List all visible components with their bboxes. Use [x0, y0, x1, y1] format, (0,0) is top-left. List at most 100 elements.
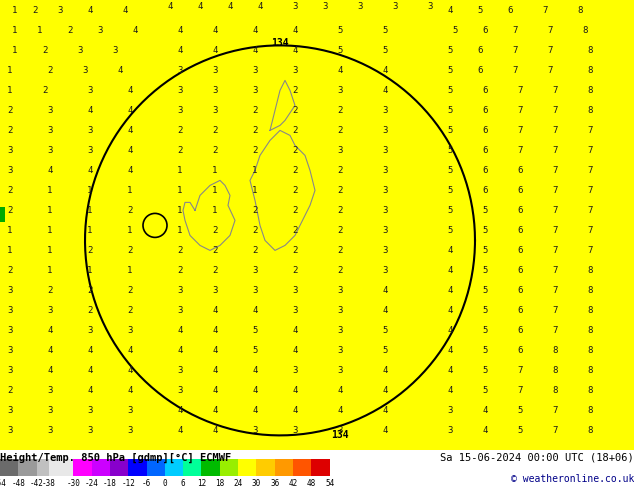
Text: 3: 3: [82, 66, 87, 75]
Text: 1: 1: [8, 66, 13, 75]
Text: 54: 54: [325, 479, 334, 488]
Text: 4: 4: [252, 46, 257, 55]
Text: 3: 3: [392, 2, 398, 11]
Text: 3: 3: [448, 426, 453, 435]
Text: 18: 18: [215, 479, 224, 488]
Text: 2: 2: [127, 306, 133, 315]
Text: 3: 3: [337, 326, 343, 335]
Text: 7: 7: [512, 66, 518, 75]
Text: 4: 4: [87, 346, 93, 355]
Text: 8: 8: [587, 346, 593, 355]
Text: 5: 5: [337, 26, 343, 35]
Text: 3: 3: [292, 366, 298, 375]
Text: 8: 8: [582, 26, 588, 35]
Text: 7: 7: [517, 146, 522, 155]
Text: 4: 4: [252, 26, 257, 35]
Text: 8: 8: [587, 86, 593, 95]
Text: 6: 6: [482, 106, 488, 115]
Text: 6: 6: [181, 479, 186, 488]
Text: 2: 2: [252, 206, 257, 215]
Text: 4: 4: [448, 306, 453, 315]
Text: 1: 1: [12, 46, 18, 55]
Text: 5: 5: [482, 326, 488, 335]
Text: 3: 3: [322, 2, 328, 11]
Text: 5: 5: [517, 406, 522, 415]
Text: 1: 1: [48, 266, 53, 275]
Bar: [220, 459, 238, 476]
Text: 7: 7: [547, 66, 553, 75]
Text: 4: 4: [178, 326, 183, 335]
Text: 2: 2: [32, 6, 37, 15]
Text: 6: 6: [507, 6, 513, 15]
Text: 2: 2: [8, 186, 13, 195]
Text: 5: 5: [477, 6, 482, 15]
Text: 2: 2: [8, 206, 13, 215]
Text: 4: 4: [482, 426, 488, 435]
Text: 7: 7: [587, 186, 593, 195]
Text: 1: 1: [127, 186, 133, 195]
Text: 3: 3: [337, 366, 343, 375]
Text: 7: 7: [547, 46, 553, 55]
Text: 4: 4: [252, 306, 257, 315]
Text: 5: 5: [482, 386, 488, 395]
Text: 2: 2: [337, 106, 343, 115]
Bar: [165, 459, 183, 476]
Text: 4: 4: [178, 346, 183, 355]
Bar: [0, 207, 5, 222]
Text: 134: 134: [331, 430, 349, 441]
Bar: [74, 459, 91, 476]
Text: 3: 3: [212, 66, 217, 75]
Text: 4: 4: [448, 246, 453, 255]
Text: 1: 1: [252, 186, 257, 195]
Text: 1: 1: [8, 246, 13, 255]
Text: 4: 4: [337, 406, 343, 415]
Text: 4: 4: [337, 66, 343, 75]
Text: 7: 7: [552, 186, 558, 195]
Text: 4: 4: [87, 106, 93, 115]
Text: 3: 3: [358, 2, 363, 11]
Text: 6: 6: [477, 46, 482, 55]
Text: 6: 6: [482, 86, 488, 95]
Text: 4: 4: [292, 46, 298, 55]
Text: 7: 7: [552, 126, 558, 135]
Text: 4: 4: [127, 146, 133, 155]
Text: 3: 3: [8, 166, 13, 175]
Text: 6: 6: [482, 146, 488, 155]
Text: 3: 3: [8, 326, 13, 335]
Text: 6: 6: [517, 246, 522, 255]
Text: 3: 3: [382, 206, 387, 215]
Text: 3: 3: [337, 146, 343, 155]
Text: 4: 4: [48, 166, 53, 175]
Text: 7: 7: [552, 426, 558, 435]
Text: -12: -12: [121, 479, 135, 488]
Text: 3: 3: [8, 346, 13, 355]
Text: 3: 3: [178, 366, 183, 375]
Text: 2: 2: [292, 86, 298, 95]
Text: 3: 3: [178, 306, 183, 315]
Text: 2: 2: [252, 226, 257, 235]
Text: 5: 5: [482, 206, 488, 215]
Text: Height/Temp. 850 hPa [gdmp][°C] ECMWF: Height/Temp. 850 hPa [gdmp][°C] ECMWF: [0, 453, 231, 463]
Text: 7: 7: [552, 226, 558, 235]
Text: 7: 7: [552, 246, 558, 255]
Text: 2: 2: [252, 146, 257, 155]
Text: 36: 36: [270, 479, 280, 488]
Text: 3: 3: [48, 426, 53, 435]
Bar: [146, 459, 165, 476]
Text: 3: 3: [382, 266, 387, 275]
Text: 8: 8: [552, 386, 558, 395]
Text: 4: 4: [382, 426, 387, 435]
Text: 4: 4: [382, 406, 387, 415]
Text: 3: 3: [382, 186, 387, 195]
Text: 7: 7: [517, 106, 522, 115]
Text: 4: 4: [252, 386, 257, 395]
Text: -38: -38: [42, 479, 56, 488]
Text: 3: 3: [292, 306, 298, 315]
Text: 8: 8: [587, 426, 593, 435]
Text: 4: 4: [127, 166, 133, 175]
Text: 6: 6: [482, 186, 488, 195]
Text: 3: 3: [48, 406, 53, 415]
Text: 4: 4: [127, 126, 133, 135]
Text: 5: 5: [448, 226, 453, 235]
Text: 5: 5: [448, 166, 453, 175]
